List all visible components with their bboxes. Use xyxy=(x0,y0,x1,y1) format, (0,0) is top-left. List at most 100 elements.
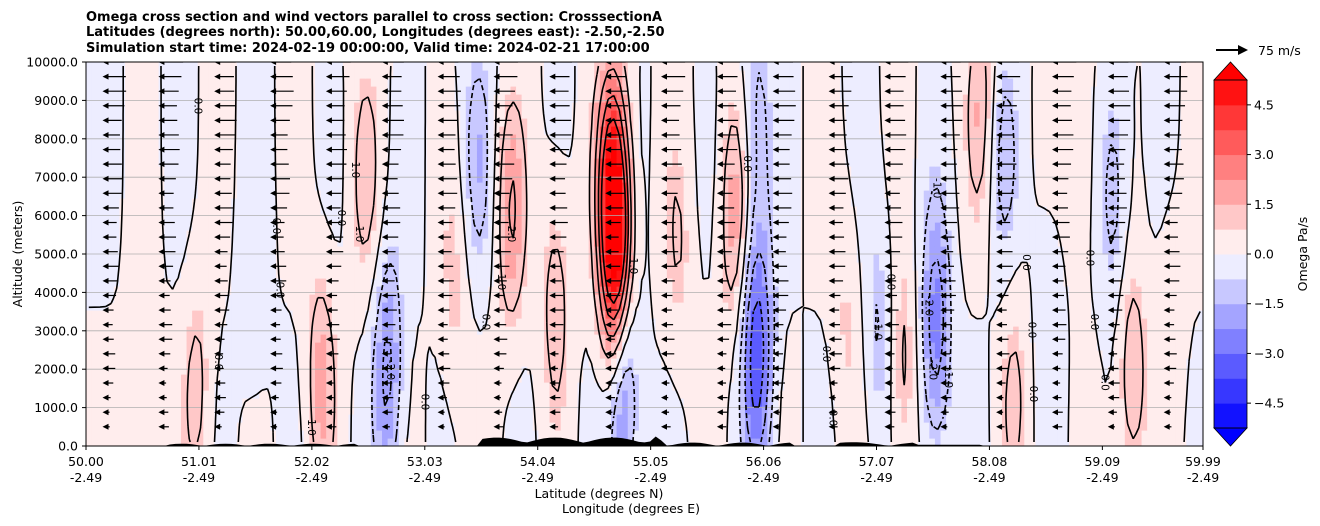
omega-cell xyxy=(728,414,735,423)
omega-cell xyxy=(1091,374,1098,383)
omega-cell xyxy=(208,366,216,375)
omega-cell xyxy=(968,414,975,423)
omega-cell xyxy=(722,406,729,415)
omega-cell xyxy=(314,334,322,343)
omega-cell xyxy=(812,414,819,423)
omega-cell xyxy=(616,342,623,351)
omega-cell xyxy=(566,430,573,439)
omega-cell xyxy=(488,294,495,303)
omega-cell xyxy=(220,286,227,295)
omega-cell xyxy=(175,382,182,391)
omega-cell xyxy=(337,382,344,391)
omega-cell xyxy=(951,334,958,343)
omega-cell xyxy=(555,358,562,367)
omega-cell xyxy=(510,430,517,439)
omega-cell xyxy=(516,422,523,431)
omega-cell xyxy=(638,342,646,351)
omega-cell xyxy=(1191,422,1199,431)
omega-cell xyxy=(996,406,1003,415)
omega-cell xyxy=(610,286,618,295)
omega-cell xyxy=(309,414,316,423)
omega-cell xyxy=(549,398,556,407)
omega-cell xyxy=(1091,342,1098,351)
omega-cell xyxy=(996,358,1003,367)
omega-cell xyxy=(449,334,456,343)
omega-cell xyxy=(242,286,249,295)
omega-cell xyxy=(264,430,271,439)
omega-cell xyxy=(1068,414,1076,423)
omega-cell xyxy=(1091,398,1098,407)
omega-cell xyxy=(705,302,713,311)
omega-cell xyxy=(851,246,858,255)
omega-cell xyxy=(895,326,902,335)
omega-cell xyxy=(789,358,796,367)
omega-cell xyxy=(784,310,791,319)
omega-cell xyxy=(1013,414,1020,423)
omega-cell xyxy=(1186,334,1193,343)
omega-cell xyxy=(1063,270,1070,279)
omega-cell xyxy=(672,310,679,319)
omega-cell xyxy=(722,414,729,423)
omega-cell xyxy=(979,422,986,431)
omega-cell xyxy=(1052,318,1059,327)
omega-cell xyxy=(1046,350,1053,359)
omega-cell xyxy=(1013,254,1020,263)
omega-cell xyxy=(856,374,863,383)
omega-cell xyxy=(705,246,713,255)
omega-cell xyxy=(370,374,378,383)
omega-cell xyxy=(236,310,243,319)
omega-cell xyxy=(1175,358,1182,367)
omega-cell xyxy=(320,270,327,279)
omega-cell xyxy=(337,366,344,375)
omega-cell xyxy=(303,390,310,399)
omega-cell xyxy=(153,438,160,446)
omega-cell xyxy=(767,334,774,343)
omega-cell xyxy=(460,334,467,343)
omega-cell xyxy=(197,262,204,271)
omega-cell xyxy=(225,278,232,287)
omega-cell xyxy=(678,310,685,319)
omega-cell xyxy=(1085,270,1092,279)
omega-cell xyxy=(1130,366,1137,375)
omega-cell xyxy=(180,286,188,295)
omega-cell xyxy=(627,366,634,375)
omega-cell xyxy=(694,374,701,383)
omega-cell xyxy=(236,374,243,383)
omega-cell xyxy=(839,406,847,415)
omega-cell xyxy=(1191,310,1199,319)
omega-cell xyxy=(175,278,182,287)
omega-cell xyxy=(298,286,305,295)
omega-cell xyxy=(208,270,216,279)
omega-cell xyxy=(287,302,294,311)
omega-cell xyxy=(806,374,813,383)
omega-cell xyxy=(1147,302,1154,311)
omega-cell xyxy=(940,342,947,351)
omega-cell xyxy=(717,342,724,351)
omega-cell xyxy=(482,326,489,335)
omega-cell xyxy=(929,326,936,335)
omega-cell xyxy=(923,366,930,375)
omega-cell xyxy=(521,374,528,383)
omega-cell xyxy=(750,422,757,431)
omega-cell xyxy=(180,334,188,343)
omega-cell xyxy=(739,422,746,431)
omega-cell xyxy=(482,390,489,399)
omega-cell xyxy=(97,326,104,335)
omega-cell xyxy=(1108,430,1115,439)
omega-cell xyxy=(739,366,746,375)
omega-cell xyxy=(281,302,288,311)
omega-cell xyxy=(225,390,232,399)
omega-cell xyxy=(259,310,266,319)
omega-cell xyxy=(577,262,584,271)
omega-cell xyxy=(275,342,283,351)
omega-cell xyxy=(951,398,958,407)
omega-cell xyxy=(555,422,562,431)
omega-cell xyxy=(1007,374,1014,383)
omega-cell xyxy=(1180,326,1187,335)
omega-cell xyxy=(532,310,539,319)
omega-cell xyxy=(555,334,562,343)
omega-cell xyxy=(175,422,182,431)
omega-cell xyxy=(543,430,551,439)
omega-cell xyxy=(125,406,132,415)
omega-cell xyxy=(879,382,886,391)
